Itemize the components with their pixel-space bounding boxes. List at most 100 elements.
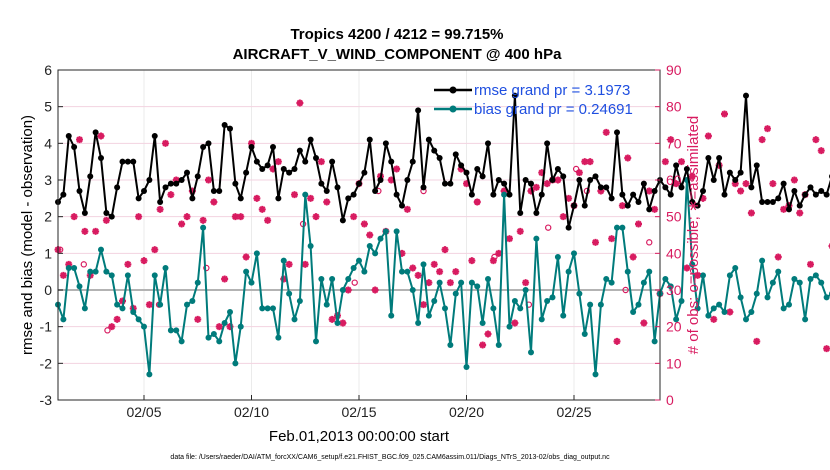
rmse-line xyxy=(57,94,830,229)
obs-possible-marker xyxy=(203,264,210,272)
obs-assimilated-marker xyxy=(742,180,750,188)
rmse-point xyxy=(775,195,782,202)
obs-assimilated-marker xyxy=(538,169,546,177)
obs-assimilated-marker xyxy=(393,165,401,173)
rmse-point xyxy=(130,158,137,165)
rmse-point xyxy=(151,133,158,139)
rmse-point xyxy=(76,188,83,194)
obs-assimilated-marker xyxy=(140,257,148,265)
obs-assimilated-marker xyxy=(608,235,616,243)
bias-point xyxy=(603,276,610,282)
obs-possible-marker xyxy=(622,286,629,294)
x-tick-label: 02/05 xyxy=(126,404,161,420)
x-tick-label: 02/20 xyxy=(449,404,484,420)
bias-point xyxy=(511,298,518,304)
legend-rmse-marker xyxy=(449,86,457,94)
obs-assimilated-marker xyxy=(59,271,67,279)
bias-point xyxy=(646,268,653,275)
bias-point xyxy=(243,268,250,275)
rmse-point xyxy=(791,188,798,194)
obs-assimilated-marker xyxy=(301,260,309,268)
rmse-point xyxy=(248,144,255,150)
obs-assimilated-marker xyxy=(124,260,132,268)
rmse-point xyxy=(237,195,244,202)
obs-assimilated-marker xyxy=(516,227,524,235)
obs-assimilated-marker xyxy=(710,315,718,323)
obs-assimilated-marker xyxy=(446,279,454,287)
rmse-point xyxy=(318,180,325,187)
obs-assimilated-marker xyxy=(468,257,476,265)
rmse-point xyxy=(253,158,260,165)
x-axis-ticks: 02/05 02/10 02/15 02/20 02/25 xyxy=(126,395,592,420)
bias-point xyxy=(651,338,658,345)
rmse-point xyxy=(587,177,594,183)
rmse-point xyxy=(726,169,733,176)
bias-point xyxy=(366,243,373,249)
rmse-point xyxy=(646,206,653,213)
obs-possible-marker xyxy=(491,253,498,261)
obs-assimilated-marker xyxy=(721,110,728,118)
obs-assimilated-marker xyxy=(683,264,691,272)
obs-assimilated-marker xyxy=(285,260,293,268)
obs-assimilated-marker xyxy=(398,249,406,257)
legend-bias-label: bias grand pr = 0.24691 xyxy=(474,101,633,118)
bias-point xyxy=(474,283,481,290)
rmse-point xyxy=(743,92,749,99)
rmse-point xyxy=(119,158,126,165)
bias-point xyxy=(119,305,126,312)
obs-possible-marker xyxy=(80,261,88,268)
rmse-point xyxy=(614,129,620,136)
bias-point xyxy=(490,305,497,312)
rmse-point xyxy=(592,173,599,180)
obs-assimilated-marker xyxy=(269,165,277,173)
chart-title-line-1: Tropics 4200 / 4212 = 99.715% xyxy=(290,26,503,43)
bias-point xyxy=(807,276,814,282)
rmse-point xyxy=(608,195,615,202)
obs-assimilated-marker xyxy=(796,209,804,217)
rmse-point xyxy=(485,140,491,147)
rmse-point xyxy=(683,166,690,172)
rmse-point xyxy=(807,184,814,191)
bias-point xyxy=(608,279,615,286)
bias-point xyxy=(458,279,465,286)
rmse-point xyxy=(753,162,760,169)
obs-assimilated-marker xyxy=(162,139,169,147)
obs-assimilated-marker xyxy=(823,345,830,353)
bias-point xyxy=(619,224,626,231)
bias-series xyxy=(55,177,830,378)
bias-point xyxy=(700,272,706,279)
y2-tick-label: 90 xyxy=(666,62,682,78)
bias-point xyxy=(678,298,685,304)
rmse-point xyxy=(399,202,405,209)
rmse-point xyxy=(307,136,314,143)
bias-point xyxy=(210,331,217,337)
bias-point xyxy=(560,312,567,319)
y-tick-label: 6 xyxy=(44,62,52,78)
y2-axis-label: # of obs: o=possible; ∗=assimilated xyxy=(685,116,702,355)
obs-assimilated-marker xyxy=(635,220,642,228)
rmse-point xyxy=(103,210,110,216)
rmse-point xyxy=(302,158,309,165)
obs-assimilated-marker xyxy=(403,205,411,213)
bias-point xyxy=(748,309,755,315)
bias-point xyxy=(372,250,379,257)
rmse-point xyxy=(313,155,319,161)
obs-assimilated-marker xyxy=(559,213,567,221)
obs-assimilated-marker xyxy=(737,187,745,195)
bias-point xyxy=(743,316,749,323)
bias-point xyxy=(114,301,121,308)
rmse-point xyxy=(71,144,78,150)
bias-point xyxy=(286,290,293,297)
obs-assimilated-marker xyxy=(317,158,325,166)
rmse-point xyxy=(619,191,626,198)
bias-point xyxy=(291,316,298,323)
bias-point xyxy=(452,290,459,297)
obs-assimilated-marker xyxy=(699,194,707,202)
rmse-point xyxy=(458,162,465,169)
obs-assimilated-marker xyxy=(264,216,272,224)
bias-point xyxy=(356,257,362,264)
obs-assimilated-marker xyxy=(463,180,470,188)
rmse-point xyxy=(447,180,454,187)
obs-assimilated-marker xyxy=(688,172,696,180)
bias-point xyxy=(200,224,207,231)
